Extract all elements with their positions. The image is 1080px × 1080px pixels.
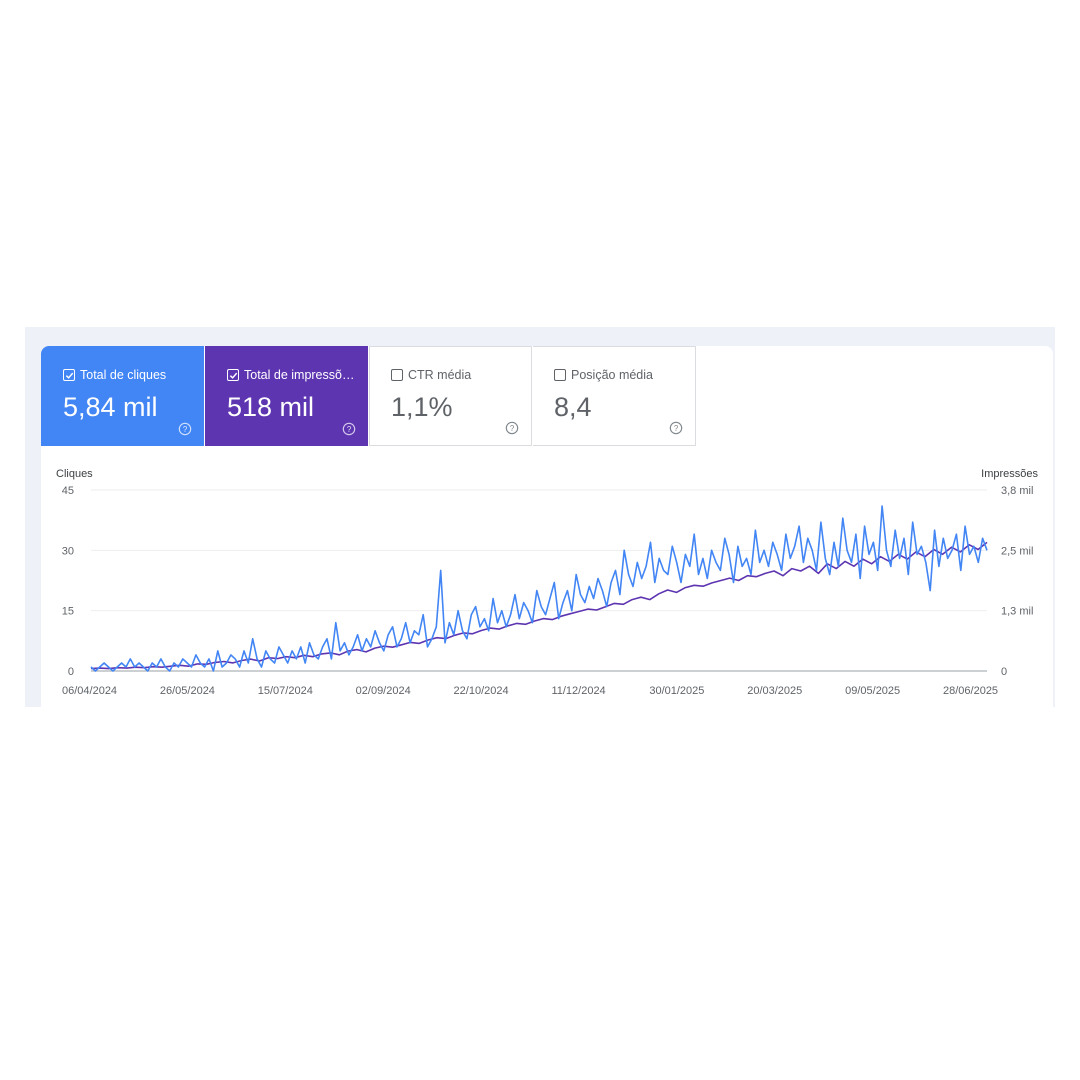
help-icon[interactable]: ? xyxy=(505,421,519,435)
checkbox-unchecked-icon[interactable] xyxy=(554,369,566,381)
checkbox-unchecked-icon[interactable] xyxy=(391,369,403,381)
svg-text:?: ? xyxy=(674,424,679,433)
right-tick-label: 0 xyxy=(1001,666,1007,678)
x-tick-label: 28/06/2025 xyxy=(943,685,998,697)
metric-label: Posição média xyxy=(571,368,653,382)
x-tick-label: 09/05/2025 xyxy=(845,685,900,697)
help-icon[interactable]: ? xyxy=(669,421,683,435)
x-tick-label: 20/03/2025 xyxy=(747,685,802,697)
right-tick-label: 3,8 mil xyxy=(1001,485,1033,497)
right-axis-title: Impressões xyxy=(981,468,1038,480)
x-tick-label: 15/07/2024 xyxy=(258,685,313,697)
search-performance-panel: Total de cliques 5,84 mil ? Total de imp… xyxy=(25,327,1055,707)
left-tick-label: 30 xyxy=(62,545,74,557)
metric-value: 518 mil xyxy=(227,392,315,422)
metric-label: CTR média xyxy=(408,368,472,382)
impressions-series-line xyxy=(90,541,988,670)
left-tick-label: 15 xyxy=(62,606,74,618)
x-tick-label: 11/12/2024 xyxy=(551,685,605,697)
metric-tile-clicks[interactable]: Total de cliques 5,84 mil ? xyxy=(41,346,204,446)
help-icon[interactable]: ? xyxy=(342,422,356,436)
x-tick-label: 22/10/2024 xyxy=(454,685,509,697)
metric-label: Total de impressõ… xyxy=(244,368,355,382)
svg-text:?: ? xyxy=(347,425,352,434)
x-tick-label: 26/05/2024 xyxy=(160,685,215,697)
x-tick-label: 02/09/2024 xyxy=(356,685,411,697)
svg-text:?: ? xyxy=(510,424,515,433)
left-tick-label: 45 xyxy=(62,485,74,497)
x-tick-label: 06/04/2024 xyxy=(62,685,117,697)
right-tick-label: 1,3 mil xyxy=(1001,606,1033,618)
help-icon[interactable]: ? xyxy=(178,422,192,436)
clicks-series-line xyxy=(90,505,988,672)
checkbox-checked-icon[interactable] xyxy=(227,369,239,381)
metric-value: 1,1% xyxy=(391,392,453,422)
metric-tile-ctr[interactable]: CTR média 1,1% ? xyxy=(369,346,532,446)
svg-text:?: ? xyxy=(183,425,188,434)
metric-label: Total de cliques xyxy=(80,368,167,382)
metric-value: 5,84 mil xyxy=(63,392,158,422)
metric-tile-position[interactable]: Posição média 8,4 ? xyxy=(533,346,696,446)
metric-value: 8,4 xyxy=(554,392,592,422)
left-tick-label: 0 xyxy=(68,666,74,678)
left-axis-title: Cliques xyxy=(56,468,93,480)
performance-card: Total de cliques 5,84 mil ? Total de imp… xyxy=(41,346,1053,707)
x-tick-label: 30/01/2025 xyxy=(649,685,704,697)
right-tick-label: 2,5 mil xyxy=(1001,545,1033,557)
checkbox-checked-icon[interactable] xyxy=(63,369,75,381)
performance-line-chart[interactable]: 0 0 15 1,3 mil 30 2,5 mil 45 3,8 mil 06/04/2024 2… xyxy=(41,346,1053,707)
metric-tile-impressions[interactable]: Total de impressõ… 518 mil ? xyxy=(205,346,368,446)
